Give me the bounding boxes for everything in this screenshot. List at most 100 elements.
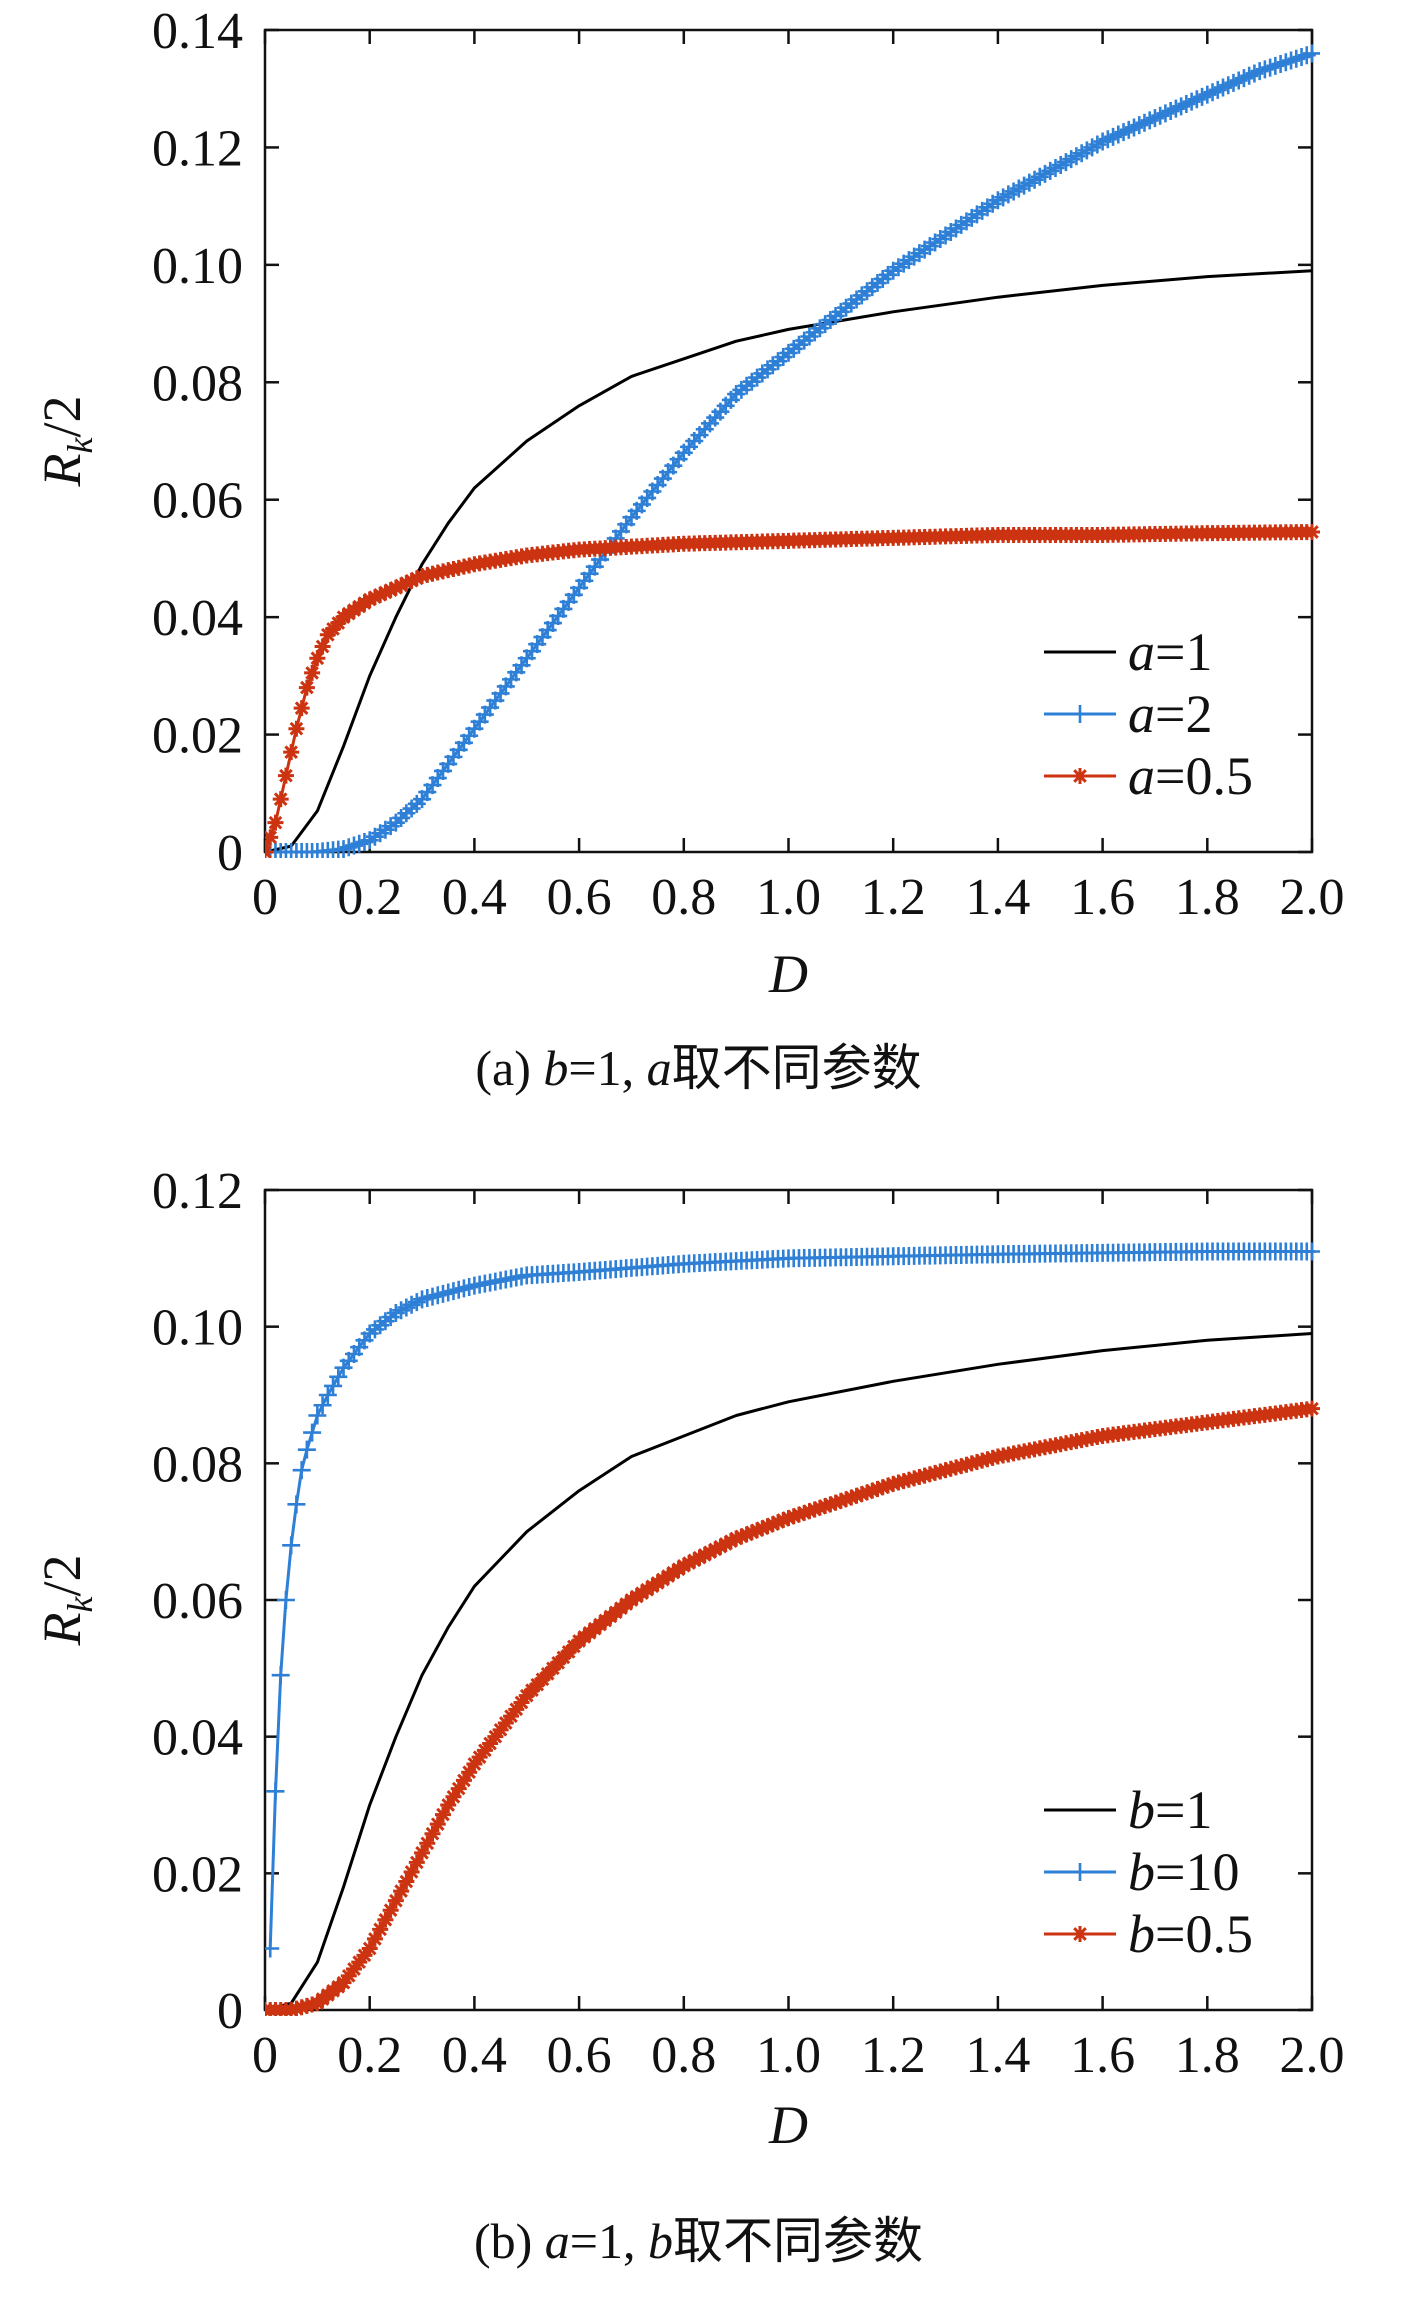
- legend-label-rest: =2: [1155, 684, 1212, 744]
- data-point: [266, 1782, 285, 1801]
- data-point: [466, 1756, 483, 1772]
- data-point: [424, 1825, 441, 1842]
- data-point: [476, 1742, 493, 1759]
- y-tick-label: 0: [217, 825, 243, 882]
- data-point: [304, 664, 321, 681]
- y-axis-label-sub: k: [60, 437, 100, 454]
- data-point: [429, 1816, 446, 1833]
- data-point: [1304, 524, 1320, 541]
- y-tick-label: 0.08: [152, 355, 243, 412]
- data-point: [361, 1940, 378, 1957]
- x-tick-label: 0: [252, 869, 278, 926]
- x-tick-label: 1.2: [861, 869, 926, 926]
- x-tick-label: 0.8: [651, 869, 716, 926]
- data-point: [864, 1482, 881, 1499]
- data-point: [318, 1386, 337, 1404]
- data-point: [869, 1480, 886, 1497]
- series-b=10: [265, 1242, 1320, 1958]
- series-b=0.5: [265, 1400, 1320, 2016]
- y-axis-label-rest: /2: [32, 396, 92, 438]
- data-point: [853, 1486, 870, 1503]
- data-point: [859, 1484, 876, 1501]
- y-axis-label-main: R: [32, 454, 92, 488]
- x-tick-label: 0.8: [651, 2027, 716, 2084]
- legend-label-rest: =0.5: [1155, 1904, 1253, 1964]
- data-point: [743, 1524, 760, 1541]
- legend-label: a=1: [1128, 622, 1212, 682]
- data-point: [848, 1487, 865, 1504]
- data-point: [361, 591, 378, 608]
- x-tick-label: 1.6: [1070, 869, 1135, 926]
- data-point: [675, 1557, 692, 1574]
- y-axis-label: Rk/2: [32, 396, 100, 488]
- x-tick-label: 1.6: [1070, 2027, 1135, 2084]
- y-tick-label: 0.08: [152, 1436, 243, 1493]
- data-point: [297, 1440, 316, 1459]
- data-point: [408, 570, 425, 587]
- y-tick-label: 0: [217, 1983, 243, 2040]
- caption-prefix: (a): [475, 1040, 543, 1096]
- data-point: [345, 1961, 362, 1977]
- legend-label-rest: =1: [1155, 1780, 1212, 1840]
- data-point: [393, 1883, 410, 1900]
- data-point: [372, 586, 389, 603]
- series-a=2: [265, 44, 1320, 858]
- data-point: [754, 1520, 771, 1537]
- x-tick-label: 0.2: [337, 2027, 402, 2084]
- x-tick-label: 1.8: [1175, 2027, 1240, 2084]
- data-point: [775, 1512, 792, 1529]
- data-point: [513, 1694, 530, 1711]
- legend-label: a=0.5: [1128, 746, 1253, 806]
- data-point: [265, 1939, 280, 1958]
- data-point: [351, 1954, 368, 1971]
- figure-caption: (a) b=1, a取不同参数: [475, 1039, 921, 1097]
- data-point: [759, 1518, 776, 1535]
- data-point: [843, 1489, 860, 1506]
- legend-marker: [1072, 768, 1088, 784]
- x-tick-label: 1.4: [965, 869, 1030, 926]
- legend-label: b=0.5: [1128, 1904, 1253, 1964]
- legend-entry: b=1: [1044, 1780, 1212, 1840]
- data-point: [287, 1495, 306, 1514]
- data-point: [707, 1541, 724, 1558]
- data-point: [822, 1496, 839, 1513]
- data-point: [770, 1514, 787, 1531]
- caption-suffix: 取不同参数: [673, 2212, 923, 2270]
- x-tick-label: 0.4: [442, 869, 507, 926]
- series-a=1: [265, 269, 1313, 854]
- data-point: [313, 1396, 332, 1415]
- x-tick-label: 0.6: [547, 2027, 612, 2084]
- data-point: [696, 1546, 713, 1563]
- data-point: [817, 1498, 834, 1515]
- legend-label: a=2: [1128, 684, 1212, 744]
- data-point: [377, 584, 394, 601]
- data-point: [271, 1666, 290, 1685]
- data-point: [356, 1947, 373, 1964]
- data-point: [790, 1506, 807, 1523]
- data-point: [372, 1921, 389, 1938]
- x-tick-label: 1.0: [756, 2027, 821, 2084]
- caption-mid: =1,: [568, 1040, 646, 1096]
- x-tick-label: 0.4: [442, 2027, 507, 2084]
- legend-label: b=10: [1128, 1842, 1239, 1902]
- legend-label-var: b: [1128, 1780, 1155, 1840]
- legend-marker: [1072, 1926, 1088, 1942]
- data-point: [272, 791, 289, 808]
- data-point: [686, 1552, 703, 1569]
- data-point: [879, 1477, 896, 1494]
- x-axis-label: D: [768, 2095, 808, 2155]
- data-point: [806, 1501, 823, 1518]
- data-point: [832, 1492, 849, 1509]
- data-point: [277, 767, 294, 784]
- data-point: [440, 1797, 457, 1813]
- y-axis-label: Rk/2: [32, 1555, 100, 1647]
- data-point: [398, 1873, 415, 1890]
- legend-entry: b=0.5: [1044, 1904, 1253, 1964]
- data-point: [874, 1479, 891, 1496]
- data-point: [455, 1772, 472, 1789]
- x-tick-label: 1.2: [861, 2027, 926, 2084]
- data-point: [265, 844, 273, 858]
- legend-label-rest: =0.5: [1155, 746, 1253, 806]
- x-tick-label: 0.6: [547, 869, 612, 926]
